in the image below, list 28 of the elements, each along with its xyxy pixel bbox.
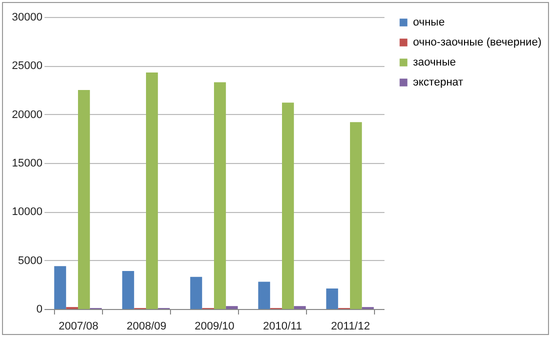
y-tick-label: 0 [36,304,42,316]
y-tick-label: 15000 [12,158,42,170]
x-tick-label: 2010/11 [263,320,302,332]
bar [190,276,202,309]
legend-label: очно-заочные (вечерние) [413,36,542,48]
bar [350,122,362,309]
legend-label: очные [413,16,445,28]
y-tick-label: 10000 [12,206,42,218]
x-tick-label: 2009/10 [194,320,234,332]
bar [258,282,270,309]
x-tick-label: 2008/09 [126,320,166,332]
bar [282,102,294,309]
bar [214,82,226,309]
bar [326,288,338,309]
legend-label: экстернат [413,76,464,88]
y-tick-label: 25000 [12,60,42,72]
bar [226,306,238,309]
x-tick-label: 2007/08 [58,320,98,332]
y-tick-label: 20000 [12,108,42,121]
bar [146,72,158,309]
bar [54,266,66,309]
y-tick-label: 5000 [18,254,42,267]
bar [122,271,134,309]
x-tick-label: 2011/12 [331,320,370,332]
legend-label: заочные [413,56,456,68]
y-tick-label: 30000 [12,12,42,24]
bar [294,306,306,309]
bar [78,90,90,309]
